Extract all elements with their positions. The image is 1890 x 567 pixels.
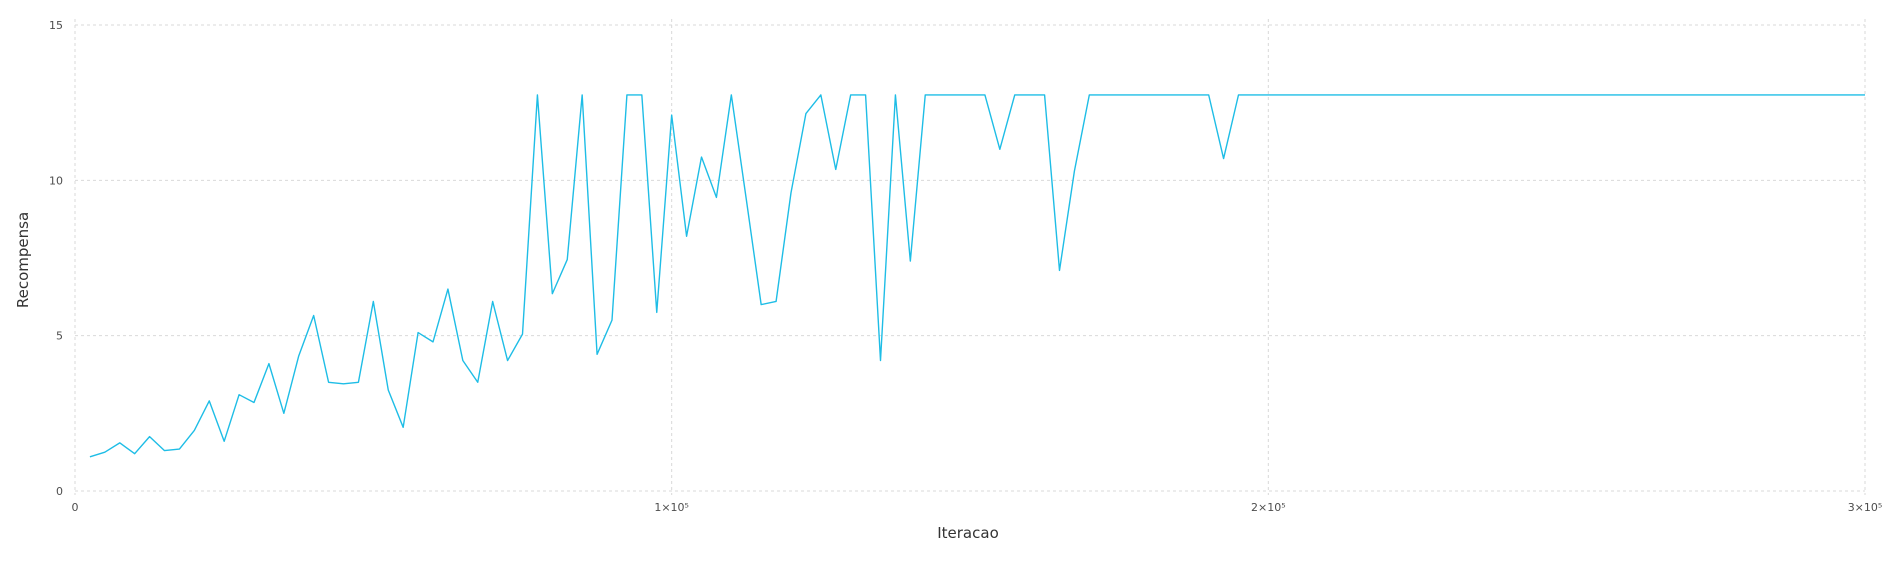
- data-point: [1058, 269, 1061, 272]
- data-point: [1252, 93, 1255, 96]
- data-point: [476, 381, 479, 384]
- data-point: [775, 300, 778, 303]
- data-point: [1073, 170, 1076, 173]
- y-axis-title: Recompensa: [14, 212, 32, 308]
- data-point: [1162, 93, 1165, 96]
- data-point: [998, 148, 1001, 151]
- data-point: [327, 381, 330, 384]
- series-points: [88, 93, 1866, 458]
- data-point: [596, 353, 599, 356]
- data-point: [670, 114, 673, 117]
- data-point: [536, 93, 539, 96]
- data-point: [238, 393, 241, 396]
- data-point: [566, 258, 569, 261]
- data-point: [640, 93, 643, 96]
- data-point: [372, 300, 375, 303]
- data-point: [894, 93, 897, 96]
- x-tick-label: 0: [72, 501, 79, 514]
- data-point: [551, 292, 554, 295]
- data-point: [1133, 93, 1136, 96]
- data-point: [432, 340, 435, 343]
- data-point: [297, 354, 300, 357]
- data-point: [1207, 93, 1210, 96]
- data-point: [461, 359, 464, 362]
- data-point: [1864, 93, 1867, 96]
- data-point: [148, 435, 151, 438]
- data-point: [387, 389, 390, 392]
- data-point: [954, 93, 957, 96]
- x-tick-label: 2×10⁵: [1251, 501, 1286, 514]
- data-point: [969, 93, 972, 96]
- x-axis-title: Iteracao: [937, 524, 999, 542]
- data-point: [1013, 93, 1016, 96]
- data-point: [312, 314, 315, 317]
- data-point: [983, 93, 986, 96]
- data-point: [1222, 157, 1225, 160]
- data-point: [909, 260, 912, 263]
- data-point: [745, 197, 748, 200]
- data-point: [253, 401, 256, 404]
- y-tick-label: 0: [56, 485, 63, 498]
- data-point: [1177, 93, 1180, 96]
- data-point: [819, 93, 822, 96]
- y-tick-label: 10: [49, 174, 63, 187]
- data-point: [282, 412, 285, 415]
- data-point: [1028, 93, 1031, 96]
- y-tick-label: 15: [49, 19, 63, 32]
- data-point: [804, 112, 807, 115]
- data-point: [193, 429, 196, 432]
- series-layer: [88, 93, 1866, 458]
- data-point: [849, 93, 852, 96]
- data-point: [611, 319, 614, 322]
- data-point: [88, 455, 91, 458]
- data-point: [267, 362, 270, 365]
- data-point: [1043, 93, 1046, 96]
- x-tick-label: 1×10⁵: [654, 501, 689, 514]
- tick-labels: 0 5 10 15 0 1×10⁵ 2×10⁵ 3×10⁵: [49, 19, 1882, 514]
- data-point: [133, 452, 136, 455]
- data-point: [715, 196, 718, 199]
- grid: [74, 19, 1866, 495]
- data-point: [1148, 93, 1151, 96]
- x-tick-label: 3×10⁵: [1848, 501, 1883, 514]
- data-point: [1237, 93, 1240, 96]
- data-point: [790, 191, 793, 194]
- data-point: [924, 93, 927, 96]
- data-point: [1088, 93, 1091, 96]
- data-point: [730, 93, 733, 96]
- data-point: [700, 156, 703, 159]
- data-point: [446, 288, 449, 291]
- data-point: [208, 399, 211, 402]
- data-point: [939, 93, 942, 96]
- data-point: [342, 382, 345, 385]
- data-point: [402, 426, 405, 429]
- data-point: [1192, 93, 1195, 96]
- data-point: [1118, 93, 1121, 96]
- data-point: [521, 333, 524, 336]
- data-point: [655, 311, 658, 314]
- data-point: [357, 381, 360, 384]
- data-point: [879, 359, 882, 362]
- data-point: [103, 451, 106, 454]
- data-point: [685, 235, 688, 238]
- data-point: [864, 93, 867, 96]
- data-point: [223, 440, 226, 443]
- data-point: [417, 331, 420, 334]
- data-point: [491, 300, 494, 303]
- data-point: [625, 93, 628, 96]
- data-point: [760, 303, 763, 306]
- data-point: [506, 359, 509, 362]
- data-point: [178, 448, 181, 451]
- data-point: [834, 168, 837, 171]
- data-point: [163, 449, 166, 452]
- data-point: [118, 441, 121, 444]
- data-point: [581, 93, 584, 96]
- series-line: [89, 94, 1865, 458]
- data-point: [1267, 93, 1270, 96]
- data-point: [1103, 93, 1106, 96]
- y-tick-label: 5: [56, 330, 63, 343]
